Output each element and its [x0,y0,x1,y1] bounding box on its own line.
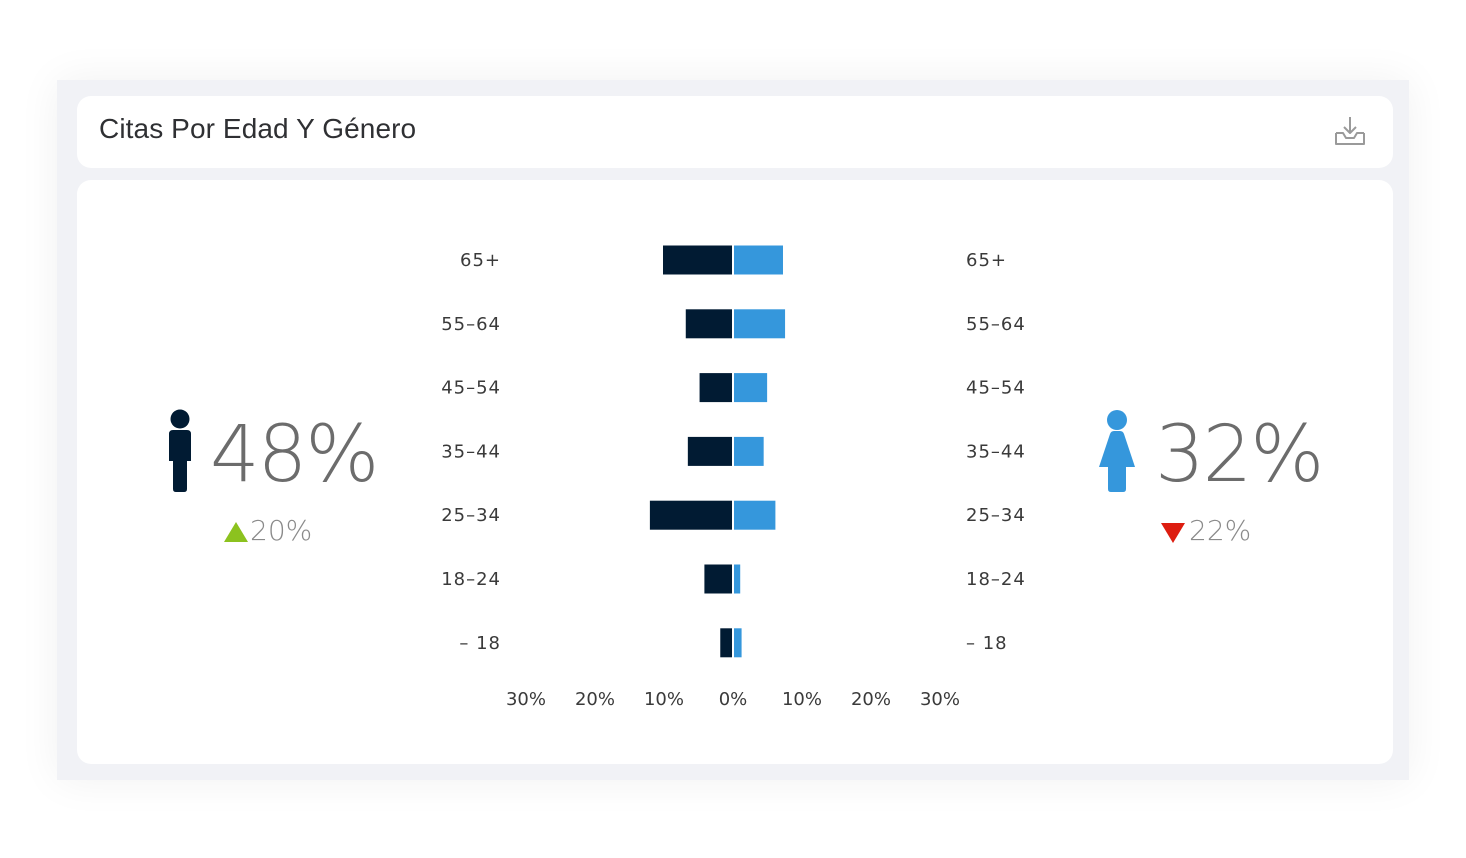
trend-up-icon [224,522,248,542]
bar-male[interactable] [720,628,732,658]
widget-header: Citas Por Edad Y Género [77,96,1393,168]
male-person-icon [169,409,191,492]
female-person-icon [1099,410,1135,492]
bar-female[interactable] [734,500,776,530]
bar-male[interactable] [663,245,732,275]
bar-male[interactable] [699,373,732,403]
female-delta: 22% [1189,514,1252,547]
category-label-left: 18–24 [441,569,501,590]
category-label-left: 65+ [460,250,501,271]
category-label-left: – 18 [459,633,501,654]
category-label-right: 45–54 [966,378,1026,399]
male-percentage: 48% [210,410,379,500]
category-label-right: 35–44 [966,441,1026,462]
widget-title: Citas Por Edad Y Género [99,113,417,144]
x-tick-label: 20% [851,689,891,710]
category-label-right: 18–24 [966,569,1026,590]
bar-male[interactable] [687,436,732,466]
category-label-left: 35–44 [441,441,501,462]
category-label-left: 45–54 [441,378,501,399]
category-label-right: – 18 [966,633,1008,654]
download-icon [1335,117,1365,145]
bar-female[interactable] [734,373,768,403]
category-label-left: 55–64 [441,314,501,335]
category-label-left: 25–34 [441,505,501,526]
bar-female[interactable] [734,628,742,658]
male-delta: 20% [250,514,313,547]
x-tick-label: 20% [575,689,615,710]
bar-female[interactable] [734,309,786,339]
x-tick-label: 0% [719,689,748,710]
bar-female[interactable] [734,245,783,275]
bar-male[interactable] [685,309,732,339]
x-tick-label: 10% [782,689,822,710]
category-label-right: 65+ [966,250,1007,271]
x-tick-label: 30% [920,689,960,710]
bar-female[interactable] [734,564,741,594]
category-label-right: 25–34 [966,505,1026,526]
x-tick-label: 10% [644,689,684,710]
x-tick-label: 30% [506,689,546,710]
chart-card [77,180,1393,764]
bar-female[interactable] [734,436,764,466]
trend-down-icon [1161,523,1185,543]
bar-male[interactable] [649,500,732,530]
download-button[interactable] [1333,114,1367,148]
bar-male[interactable] [704,564,732,594]
category-label-right: 55–64 [966,314,1026,335]
female-percentage: 32% [1155,410,1324,500]
